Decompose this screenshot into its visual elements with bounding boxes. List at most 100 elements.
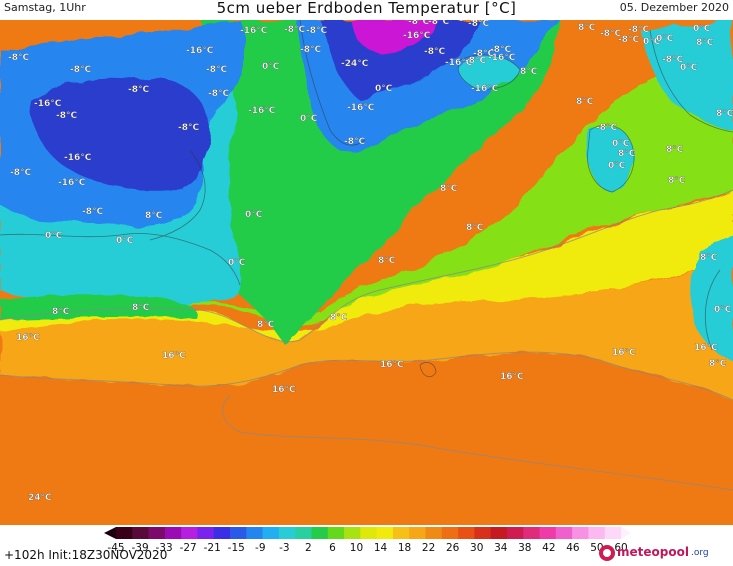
temperature-label: 0°C	[693, 24, 711, 34]
scale-swatch	[181, 527, 198, 539]
temperature-label: 0°C	[245, 210, 263, 220]
scale-min-arrow	[104, 527, 116, 539]
temperature-label: 0°C	[714, 305, 732, 315]
meteopool-logo[interactable]: meteopool .org	[599, 544, 729, 562]
scale-swatch	[474, 527, 492, 539]
temperature-label: 8°C	[576, 97, 594, 107]
scale-swatch	[539, 527, 557, 539]
scale-swatch	[392, 527, 410, 539]
temperature-label: 8°C	[132, 303, 150, 313]
scale-swatch	[197, 527, 215, 539]
temperature-label: 8°C	[618, 149, 636, 159]
temperature-label: 8°C	[330, 313, 348, 323]
coastlines	[0, 20, 733, 378]
temperature-label: -8°C	[10, 168, 31, 178]
scale-tick-label: 10	[349, 542, 364, 554]
temperature-label: 8°C	[666, 145, 684, 155]
temperature-label: 8°C	[378, 256, 396, 266]
valid-date-label: 05. Dezember 2020	[619, 1, 729, 14]
temperature-label: 0°C	[262, 62, 280, 72]
run-info: +102h Init:18Z30NOV2020	[4, 548, 168, 562]
temperature-label: 16°C	[162, 351, 186, 361]
scale-swatch	[506, 527, 524, 539]
temperature-label: 8°C	[578, 23, 596, 33]
scale-tick-label: -39	[131, 542, 149, 554]
temperature-label: 16°C	[500, 372, 524, 382]
temperature-label: 8°C	[716, 109, 733, 119]
scale-swatch	[490, 527, 508, 539]
scale-swatch	[441, 527, 459, 539]
temperature-label: 0°C	[300, 114, 318, 124]
footer-bar: -45 -39 -33 -27 -21 -15 -9 -3 2 6 10 14 18 22 26 30 34 38…	[0, 525, 733, 566]
scale-swatch	[572, 527, 589, 539]
temperature-label: -8°C	[56, 111, 77, 121]
scale-tick-label: -27	[179, 542, 197, 554]
temperature-label: 0°C	[375, 84, 393, 94]
temperature-label: -8°C	[465, 56, 486, 66]
scale-swatch	[555, 527, 573, 539]
temperature-label: -16°C	[186, 46, 214, 56]
temperature-label: -16°C	[471, 84, 499, 94]
scale-swatch	[604, 527, 622, 539]
temperature-label: -16°C	[58, 178, 86, 188]
temperature-map: -8°C-16°C-8°C-16°C-8°C-8°C-16°C-8°C-24°C…	[0, 20, 733, 525]
temperature-label: -8°C	[208, 89, 229, 99]
temperature-label: 16°C	[272, 385, 296, 395]
temperature-label: 0°C	[680, 63, 698, 73]
scale-tick-label: 26	[445, 542, 460, 554]
temperature-label: -8°C	[628, 25, 649, 35]
scale-swatch	[376, 527, 394, 539]
temperature-label: 8°C	[52, 307, 70, 317]
temperature-label: 8°C	[466, 223, 484, 233]
temperature-label: 16°C	[612, 348, 636, 358]
temperature-label: -16°C	[488, 53, 516, 63]
temperature-label: -8°C	[662, 55, 683, 65]
scale-swatch	[523, 527, 541, 539]
header-bar: Samstag, 1Uhr 5cm ueber Erdboden Tempera…	[0, 0, 733, 20]
scale-tick-label: 6	[329, 542, 336, 554]
temperature-labels: -8°C-16°C-8°C-16°C-8°C-8°C-16°C-8°C-24°C…	[8, 20, 733, 503]
scale-swatch	[230, 527, 247, 539]
scale-tick-label: 34	[494, 542, 508, 554]
temperature-label: 0°C	[45, 231, 63, 241]
temperature-label: -16°C	[64, 153, 92, 163]
temperature-label: 8°C	[440, 184, 458, 194]
temperature-label: -8°C	[473, 49, 494, 59]
temperature-label: -8°C	[344, 137, 365, 147]
scale-tick-label: 14	[373, 542, 388, 554]
scale-swatch	[213, 527, 231, 539]
scale-swatch	[116, 527, 133, 539]
temperature-label: 16°C	[16, 333, 40, 343]
scale-tick-label: 60	[614, 542, 628, 554]
temperature-label: -16°C	[34, 99, 62, 109]
scale-swatch	[295, 527, 312, 539]
temperature-label: -16°C	[445, 58, 473, 68]
iceland	[458, 54, 520, 90]
temperature-label: 0°C	[608, 161, 626, 171]
scandinavia	[640, 20, 733, 130]
temperature-label: 0°C	[612, 139, 630, 149]
temperature-label: -16°C	[347, 103, 375, 113]
color-scale-bar	[104, 527, 631, 539]
scale-swatch	[132, 527, 150, 539]
scale-tick-label: 18	[397, 542, 412, 554]
temperature-label: 8°C	[145, 211, 163, 221]
temperature-label: -16°C	[240, 26, 268, 36]
greenland-peak	[350, 20, 440, 54]
scale-tick-label: -45	[107, 542, 125, 554]
map-title: 5cm ueber Erdboden Temperatur [°C]	[216, 0, 517, 17]
temperature-label: 8°C	[700, 253, 718, 263]
scale-swatch	[262, 527, 280, 539]
scale-swatch	[458, 527, 475, 539]
scale-swatch	[311, 527, 329, 539]
scale-tick-label: 2	[305, 542, 312, 554]
temperature-label: 16°C	[380, 360, 404, 370]
temperature-label: 0°C	[643, 37, 661, 47]
temperature-label: -8°C	[596, 123, 617, 133]
temperature-label: -8°C	[408, 20, 429, 27]
temperature-label: -8°C	[284, 25, 305, 35]
temperature-label: -8°C	[490, 45, 511, 55]
deep-blue-land	[30, 77, 211, 192]
scale-tick-label: 38	[518, 542, 532, 554]
temperature-label: -24°C	[341, 59, 369, 69]
